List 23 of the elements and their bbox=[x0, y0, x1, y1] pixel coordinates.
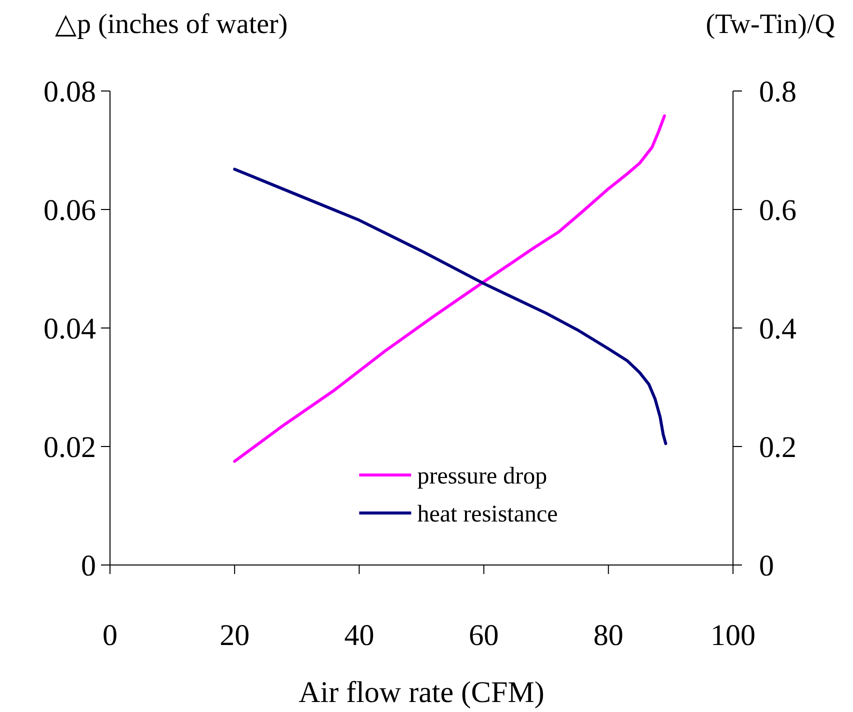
line-series bbox=[233, 114, 666, 463]
x-tick-label: 0 bbox=[102, 619, 118, 652]
y-tick-label: 0.02 bbox=[44, 431, 96, 464]
y-tick-label: 0 bbox=[81, 550, 96, 582]
line-series bbox=[233, 168, 668, 446]
x-axis-title: Air flow rate (CFM) bbox=[298, 676, 544, 709]
y2-tick-label: 0.6 bbox=[759, 194, 796, 227]
x-tick-label: 60 bbox=[468, 619, 499, 652]
y-tick-label: 0.08 bbox=[44, 76, 96, 108]
y-axis-title: △p (inches of water) bbox=[55, 9, 288, 40]
legend-label: pressure drop bbox=[417, 463, 548, 490]
y-tick-label: 0.06 bbox=[44, 194, 96, 227]
x-tick-label: 80 bbox=[593, 619, 624, 652]
x-tick-label: 100 bbox=[710, 619, 756, 652]
y2-tick-label: 0 bbox=[759, 550, 774, 582]
x-tick-label: 40 bbox=[344, 619, 374, 652]
y2-tick-label: 0.2 bbox=[759, 431, 796, 464]
x-tick-label: 20 bbox=[220, 619, 250, 652]
y2-axis-title: (Tw-Tin)/Q bbox=[706, 9, 835, 40]
y2-tick-label: 0.8 bbox=[759, 76, 796, 108]
y-tick-label: 0.04 bbox=[44, 312, 96, 346]
y2-tick-label: 0.4 bbox=[759, 312, 796, 346]
legend-label: heat resistance bbox=[417, 501, 558, 528]
